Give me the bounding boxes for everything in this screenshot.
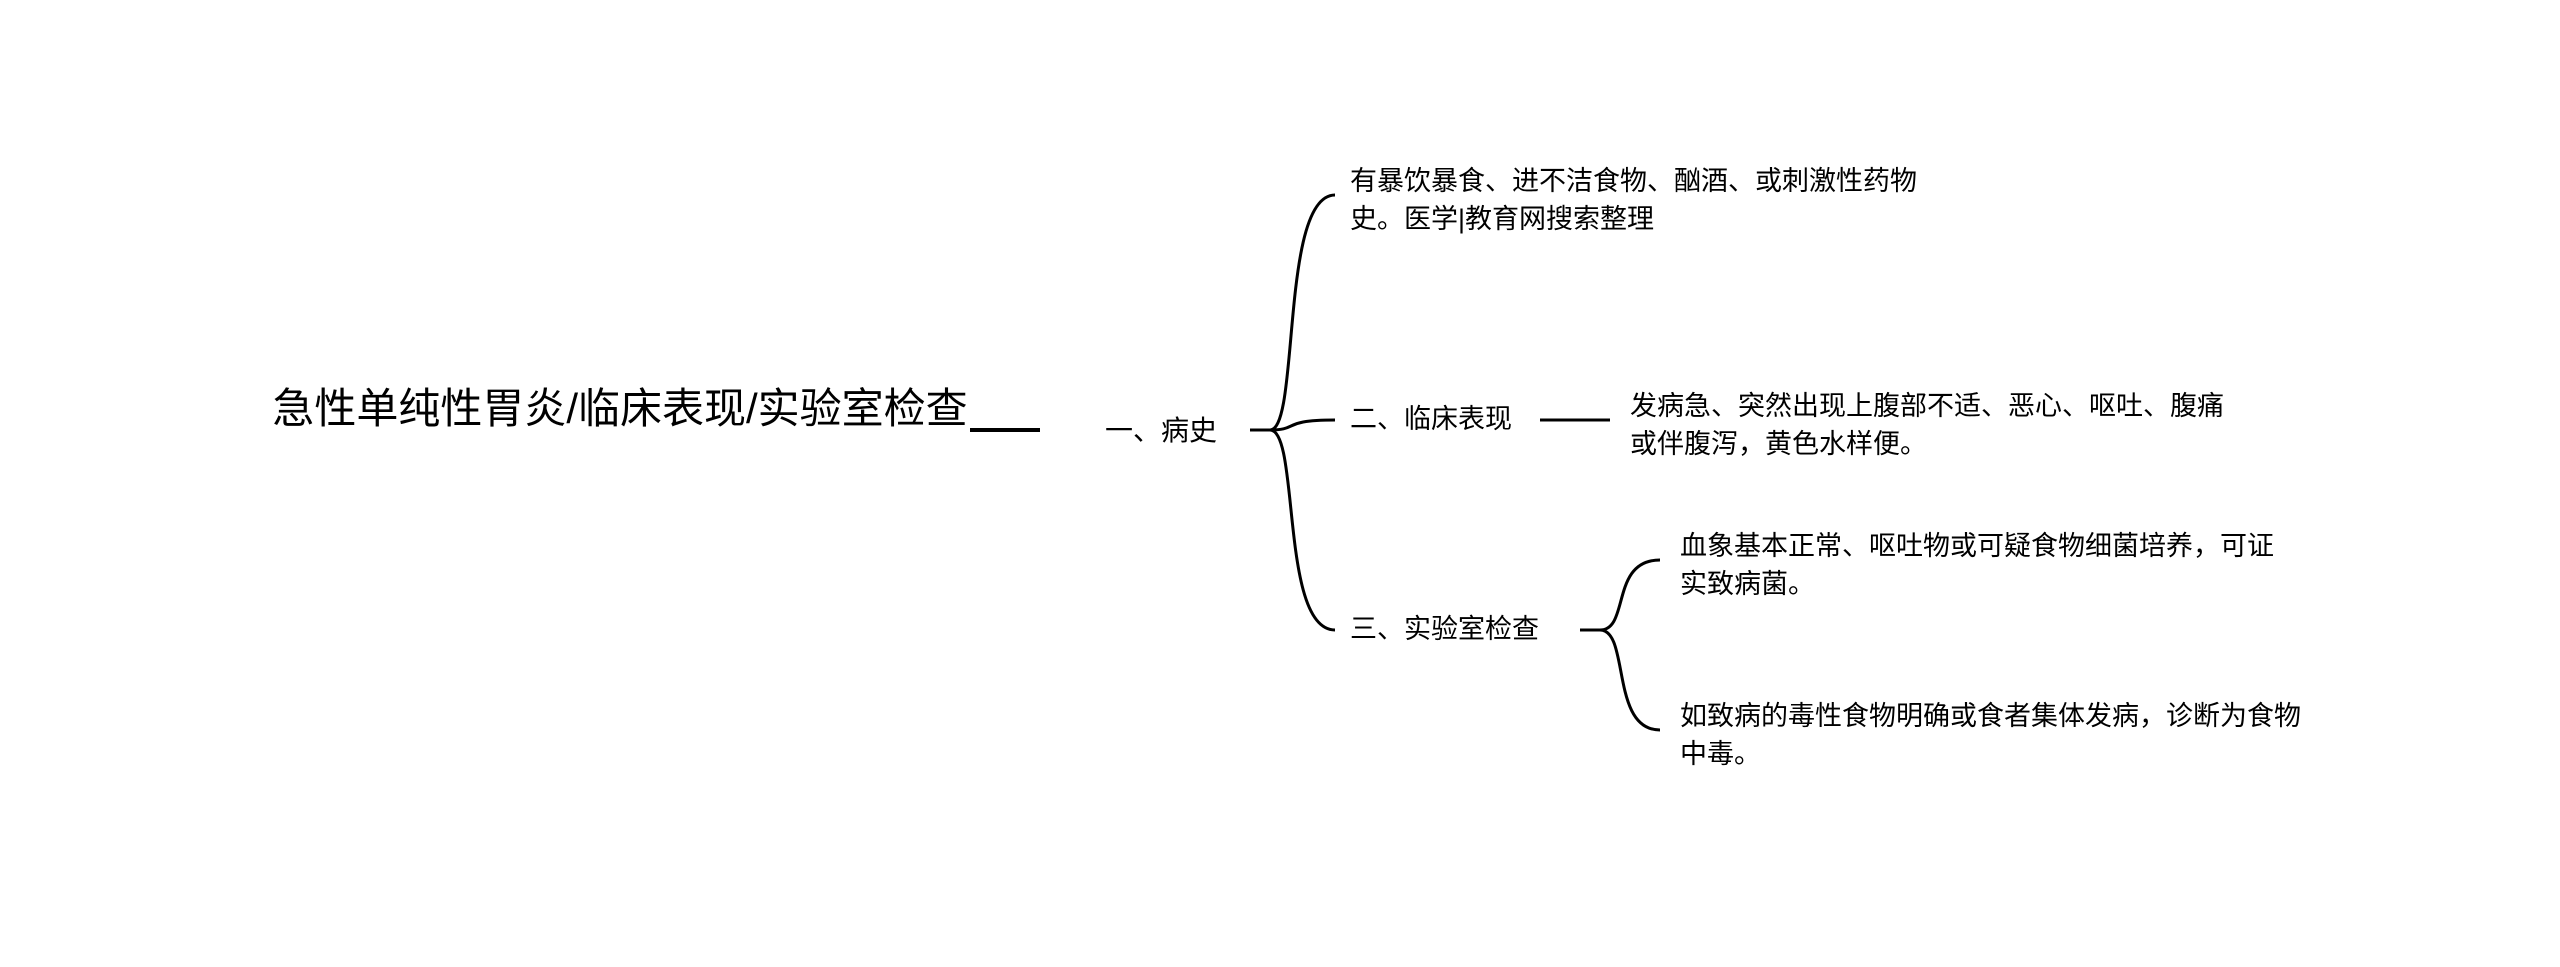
level2-item3-child-a-text: 血象基本正常、呕吐物或可疑食物细菌培养，可证实致病菌。 (1680, 531, 2274, 599)
level2-item2-label-text: 二、临床表现 (1350, 404, 1512, 434)
mindmap-connectors (0, 0, 2560, 967)
level1-node: 一、病史 (1105, 411, 1217, 450)
level2-item1-text: 有暴饮暴食、进不洁食物、酗酒、或刺激性药物史。医学|教育网搜索整理 (1350, 166, 1917, 234)
level2-item2-text-node: 发病急、突然出现上腹部不适、恶心、呕吐、腹痛或伴腹泻，黄色水样便。 (1630, 388, 2250, 464)
level2-item1: 有暴饮暴食、进不洁食物、酗酒、或刺激性药物史。医学|教育网搜索整理 (1350, 163, 1970, 239)
level2-item3-child-a: 血象基本正常、呕吐物或可疑食物细菌培养，可证实致病菌。 (1680, 528, 2300, 604)
root-node: 急性单纯性胃炎/临床表现/实验室检查 (270, 380, 970, 439)
root-text: 急性单纯性胃炎/临床表现/实验室检查 (272, 385, 967, 432)
level2-item3-label: 三、实验室检查 (1350, 611, 1539, 649)
level2-item2-text: 发病急、突然出现上腹部不适、恶心、呕吐、腹痛或伴腹泻，黄色水样便。 (1630, 391, 2224, 459)
level2-item3-label-text: 三、实验室检查 (1350, 614, 1539, 644)
level1-text: 一、病史 (1105, 415, 1217, 446)
level2-item3-child-b: 如致病的毒性食物明确或食者集体发病，诊断为食物中毒。 (1680, 698, 2320, 774)
level2-item3-child-b-text: 如致病的毒性食物明确或食者集体发病，诊断为食物中毒。 (1680, 701, 2301, 769)
level2-item2-label: 二、临床表现 (1350, 401, 1512, 439)
